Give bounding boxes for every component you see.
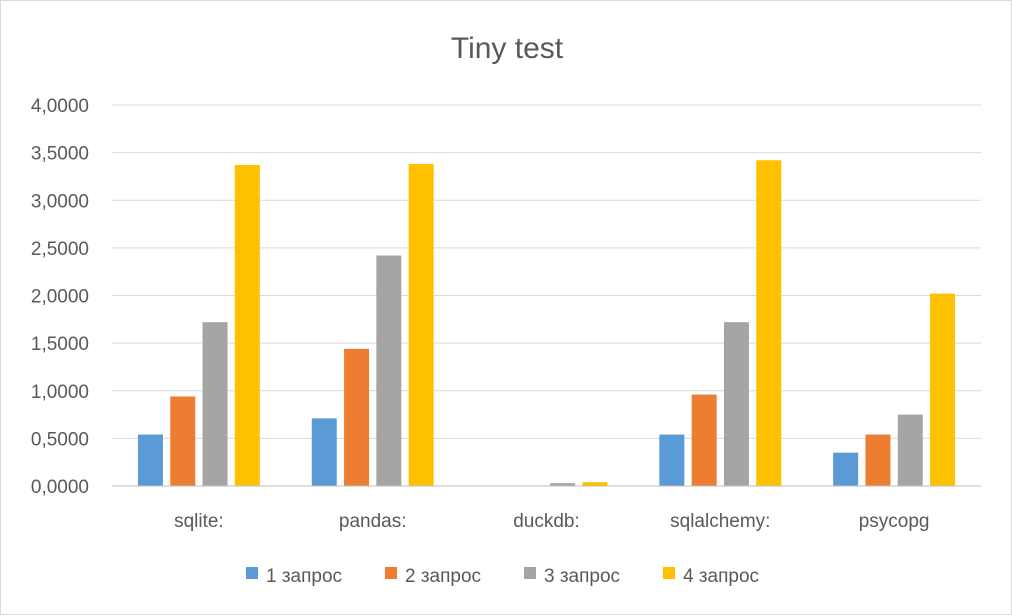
bars xyxy=(137,160,956,486)
y-tick-label: 2,0000 xyxy=(31,287,89,308)
x-category-label: sqlite: xyxy=(174,511,224,532)
y-tick-label: 1,5000 xyxy=(31,334,89,355)
x-axis-categories: sqlite: pandas: duckdb: sqlalchemy: psycopg xyxy=(174,511,929,532)
bar xyxy=(202,322,228,486)
legend-label: 3 запрос xyxy=(544,566,620,587)
y-axis-ticks: 0,0000 0,5000 1,0000 1,5000 2,0000 2,5000 3,00… xyxy=(31,96,89,498)
chart-title: Tiny test xyxy=(451,32,564,65)
y-tick-label: 0,0000 xyxy=(31,477,89,498)
bar xyxy=(659,434,685,486)
bar xyxy=(723,322,749,486)
bar xyxy=(408,164,434,486)
bar xyxy=(833,452,859,486)
legend-label: 1 запрос xyxy=(266,566,342,587)
y-tick-label: 3,0000 xyxy=(31,191,89,212)
bar xyxy=(865,434,891,486)
y-tick-label: 0,5000 xyxy=(31,429,89,450)
y-tick-label: 1,0000 xyxy=(31,382,89,403)
bar xyxy=(550,483,576,486)
x-category-label: duckdb: xyxy=(513,511,580,532)
legend-swatch xyxy=(524,567,536,579)
x-category-label: sqlalchemy: xyxy=(670,511,770,532)
bar xyxy=(344,348,370,486)
y-tick-label: 4,0000 xyxy=(31,96,89,117)
bar xyxy=(376,255,402,486)
bar xyxy=(897,414,923,486)
legend-label: 4 запрос xyxy=(683,566,759,587)
bar xyxy=(170,396,196,486)
x-category-label: pandas: xyxy=(339,511,407,532)
legend-swatch xyxy=(385,567,397,579)
bar xyxy=(930,293,956,486)
legend: 1 запрос 2 запрос 3 запрос 4 запрос xyxy=(246,566,759,587)
legend-swatch xyxy=(246,567,258,579)
bar xyxy=(691,394,717,486)
bar xyxy=(756,160,782,486)
legend-label: 2 запрос xyxy=(405,566,481,587)
bar xyxy=(582,482,608,486)
y-tick-label: 3,5000 xyxy=(31,144,89,165)
legend-swatch xyxy=(663,567,675,579)
bar xyxy=(137,434,163,486)
x-category-label: psycopg xyxy=(859,511,930,532)
bar xyxy=(311,418,337,486)
y-tick-label: 2,5000 xyxy=(31,239,89,260)
bar xyxy=(234,165,260,486)
